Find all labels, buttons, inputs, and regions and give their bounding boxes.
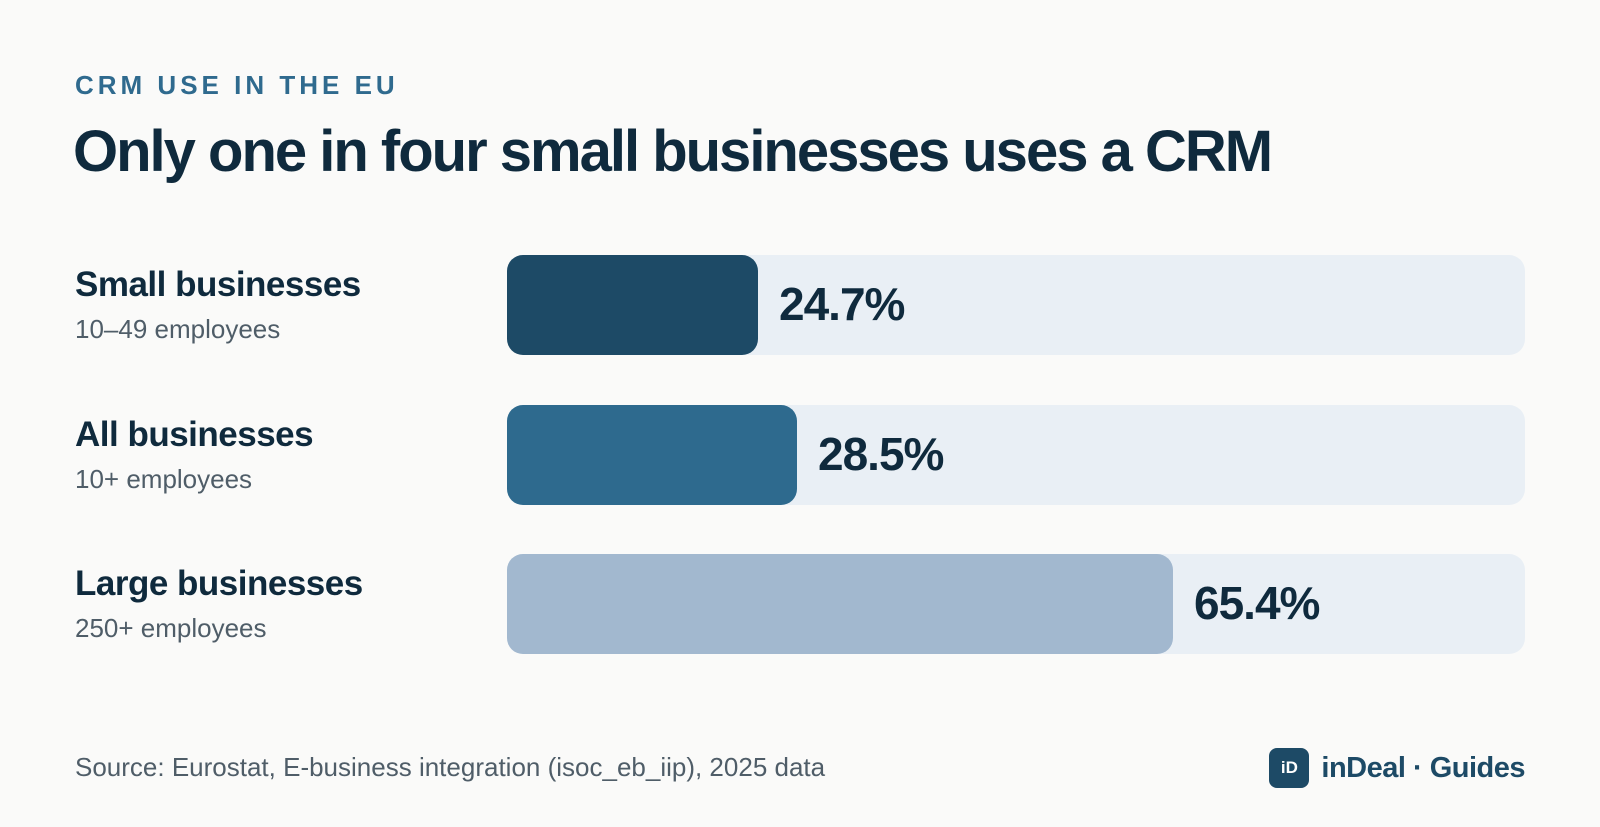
category-label: Large businesses xyxy=(75,564,363,603)
page-title: Only one in four small businesses uses a… xyxy=(73,119,1273,184)
bar-track: 65.4% xyxy=(507,554,1525,654)
bar-row: Small businesses 10–49 employees 24.7% xyxy=(0,255,1600,355)
category-subtitle: 10+ employees xyxy=(75,464,253,494)
category-subtitle: 250+ employees xyxy=(75,613,267,643)
brand-name: inDeal · Guides xyxy=(1321,751,1525,784)
bar-fill xyxy=(507,255,758,355)
category-subtitle: 10–49 employees xyxy=(75,314,281,344)
category-label: Small businesses xyxy=(75,265,361,304)
bar-track: 28.5% xyxy=(507,405,1525,505)
source-note: Source: Eurostat, E-business integration… xyxy=(75,752,826,782)
bar-track: 24.7% xyxy=(507,255,1525,355)
bar-row: Large businesses 250+ employees 65.4% xyxy=(0,554,1600,654)
value-label: 24.7% xyxy=(779,278,905,330)
bar-row: All businesses 10+ employees 28.5% xyxy=(0,405,1600,505)
brand-logo-icon: iD xyxy=(1269,748,1310,788)
bar-fill xyxy=(507,405,797,505)
bar-fill xyxy=(507,554,1173,654)
brand: iD inDeal · Guides xyxy=(1269,748,1525,788)
category-label: All businesses xyxy=(75,415,314,454)
value-label: 65.4% xyxy=(1194,577,1320,629)
eyebrow-label: CRM USE IN THE EU xyxy=(75,70,399,100)
value-label: 28.5% xyxy=(818,428,944,480)
